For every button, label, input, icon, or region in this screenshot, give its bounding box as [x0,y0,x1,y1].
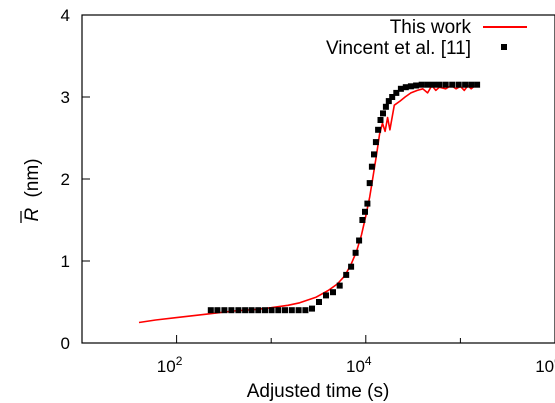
data-point-vincent [330,289,336,296]
data-point-vincent [407,83,414,90]
data-point-vincent [323,292,329,299]
data-point-vincent [393,89,400,96]
data-point-vincent [275,307,282,314]
y-axis-label-symbol: R [22,208,43,222]
data-point-vincent [356,237,363,244]
x-tick-label: 102 [157,354,183,376]
data-point-vincent [255,307,262,314]
data-point-vincent [382,103,389,110]
y-tick-label: 3 [61,88,70,107]
data-point-vincent [362,208,368,215]
legend: This work Vincent et al. [11] [326,17,527,59]
legend-marker-vincent [501,44,507,50]
data-point-vincent [282,307,288,314]
data-point-vincent [235,307,242,314]
data-point-vincent [302,307,309,314]
data-point-vincent [214,307,221,314]
x-tick-label: 104 [346,354,372,376]
data-point-vincent [430,81,437,88]
data-point-vincent [442,81,449,88]
svg-text:R (nm): R (nm) [22,158,43,221]
data-point-vincent [468,81,475,88]
data-point-vincent [288,307,295,314]
data-point-vincent [436,81,443,88]
data-point-vincent [455,81,462,88]
data-point-vincent [352,249,359,256]
data-point-vincent [380,110,386,117]
y-tick-label: 2 [61,170,70,189]
data-point-vincent [366,180,373,187]
data-point-vincent [268,307,275,314]
x-axis-label: Adjusted time (s) [247,381,390,402]
data-point-vincent [449,81,456,88]
data-point-vincent [348,263,355,270]
data-point-vincent [375,126,382,133]
data-point-vincent [364,200,371,207]
data-point-vincent [418,81,425,88]
y-axis-ticks: 0 1 2 3 4 [61,6,90,353]
series-layer [138,81,481,324]
data-point-vincent [462,81,469,88]
data-point-vincent [397,85,404,92]
data-point-vincent [309,305,315,312]
data-point-vincent [221,307,228,314]
legend-label-this-work: This work [390,17,472,38]
data-point-vincent [474,81,481,88]
data-point-vincent [295,307,302,314]
series-line-this-work [138,84,475,324]
data-point-vincent [402,84,409,91]
data-point-vincent [207,307,214,314]
data-point-vincent [343,271,350,278]
data-point-vincent [359,217,366,223]
legend-label-vincent: Vincent et al. [11] [326,38,471,59]
data-point-vincent [377,117,384,123]
y-tick-label: 0 [61,334,70,353]
data-point-vincent [424,81,431,88]
data-point-vincent [316,299,322,305]
data-point-vincent [336,282,343,289]
data-point-vincent [368,163,375,170]
x-tick-label: 106 [535,354,555,376]
x-axis-ticks: 102 104 106 [81,335,555,376]
data-point-vincent [372,139,379,146]
y-tick-label: 4 [61,6,70,25]
data-point-vincent [228,307,235,314]
y-axis-label: R (nm) [20,158,43,223]
y-axis-label-unit: (nm) [22,158,43,197]
data-point-vincent [385,98,392,105]
plot-frame [81,14,555,344]
data-point-vincent [248,307,255,314]
data-point-vincent [242,307,249,314]
data-point-vincent [413,82,420,89]
y-tick-label: 1 [61,252,70,271]
data-point-vincent [389,94,396,100]
data-point-vincent [371,151,377,158]
data-point-vincent [262,307,268,314]
